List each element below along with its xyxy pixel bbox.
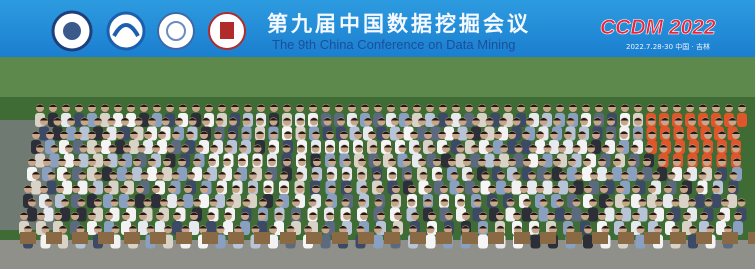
chair bbox=[176, 232, 192, 244]
person-body bbox=[695, 194, 705, 208]
chair bbox=[280, 232, 296, 244]
person-body bbox=[663, 194, 673, 208]
person-body bbox=[737, 113, 747, 127]
chair bbox=[748, 232, 755, 244]
chair bbox=[566, 232, 582, 244]
chair bbox=[618, 232, 634, 244]
person-body bbox=[531, 235, 541, 249]
person-body bbox=[539, 208, 549, 222]
chair bbox=[124, 232, 140, 244]
chair bbox=[72, 232, 88, 244]
brand: CCDM 2022 bbox=[600, 16, 716, 39]
person-body bbox=[612, 167, 622, 181]
logo bbox=[108, 13, 144, 49]
person-body bbox=[31, 181, 41, 195]
person-body bbox=[512, 181, 522, 195]
chair bbox=[358, 232, 374, 244]
person-body bbox=[597, 167, 607, 181]
person-body bbox=[50, 154, 60, 168]
chair bbox=[384, 232, 400, 244]
conference-photo: 第九届中国数据挖掘会议 The 9th China Conference on … bbox=[0, 0, 755, 269]
chair bbox=[254, 232, 270, 244]
chair bbox=[488, 232, 504, 244]
person-body bbox=[27, 208, 37, 222]
person-body bbox=[572, 208, 582, 222]
logo-emblem bbox=[63, 22, 81, 40]
chair bbox=[670, 232, 686, 244]
chair bbox=[540, 232, 556, 244]
chair bbox=[696, 232, 712, 244]
person-body bbox=[183, 194, 193, 208]
person-body bbox=[151, 194, 161, 208]
person-body bbox=[485, 154, 495, 168]
logo bbox=[158, 13, 194, 49]
person-body bbox=[605, 208, 615, 222]
date-place: 2022.7.28-30 中国 · 吉林 bbox=[626, 42, 710, 51]
person-body bbox=[135, 194, 145, 208]
person-body bbox=[44, 208, 54, 222]
chair bbox=[20, 232, 36, 244]
chair bbox=[462, 232, 478, 244]
chair bbox=[98, 232, 114, 244]
title-en: The 9th China Conference on Data Mining bbox=[272, 37, 516, 52]
chair bbox=[722, 232, 738, 244]
chair bbox=[592, 232, 608, 244]
chair bbox=[46, 232, 62, 244]
person-body bbox=[478, 235, 488, 249]
person-body bbox=[711, 194, 721, 208]
chair bbox=[306, 232, 322, 244]
chair bbox=[514, 232, 530, 244]
person-body bbox=[426, 235, 436, 249]
tree-canopy bbox=[0, 57, 755, 97]
chair bbox=[644, 232, 660, 244]
person-body bbox=[588, 208, 598, 222]
person-body bbox=[527, 181, 537, 195]
chair bbox=[202, 232, 218, 244]
chair bbox=[150, 232, 166, 244]
chair bbox=[410, 232, 426, 244]
person-body bbox=[47, 181, 57, 195]
person-body bbox=[555, 208, 565, 222]
chair bbox=[332, 232, 348, 244]
person-body bbox=[167, 194, 177, 208]
title-cn: 第九届中国数据挖掘会议 bbox=[267, 12, 531, 36]
person-body bbox=[132, 167, 142, 181]
person-body bbox=[543, 181, 553, 195]
logo-emblem bbox=[220, 22, 234, 39]
person-body bbox=[583, 235, 593, 249]
person-body bbox=[147, 167, 157, 181]
person-body bbox=[373, 235, 383, 249]
chair bbox=[436, 232, 452, 244]
person-body bbox=[679, 194, 689, 208]
chair bbox=[228, 232, 244, 244]
